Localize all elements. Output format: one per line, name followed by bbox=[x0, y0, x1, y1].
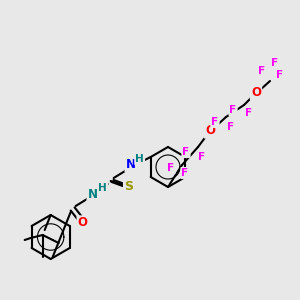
Text: N: N bbox=[126, 158, 136, 172]
Text: O: O bbox=[251, 86, 261, 100]
Text: F: F bbox=[167, 163, 175, 173]
Text: S: S bbox=[124, 181, 133, 194]
Text: F: F bbox=[198, 152, 206, 162]
Text: F: F bbox=[276, 70, 284, 80]
Text: O: O bbox=[78, 217, 88, 230]
Text: F: F bbox=[182, 168, 189, 178]
Text: H: H bbox=[135, 154, 144, 164]
Text: F: F bbox=[230, 105, 237, 115]
Text: H: H bbox=[98, 183, 107, 193]
Text: F: F bbox=[245, 108, 253, 118]
Text: O: O bbox=[205, 124, 215, 137]
Text: F: F bbox=[227, 122, 235, 132]
Text: F: F bbox=[212, 117, 219, 127]
Text: N: N bbox=[88, 188, 98, 202]
Text: F: F bbox=[258, 66, 266, 76]
Text: F: F bbox=[182, 147, 190, 157]
Text: F: F bbox=[272, 58, 279, 68]
